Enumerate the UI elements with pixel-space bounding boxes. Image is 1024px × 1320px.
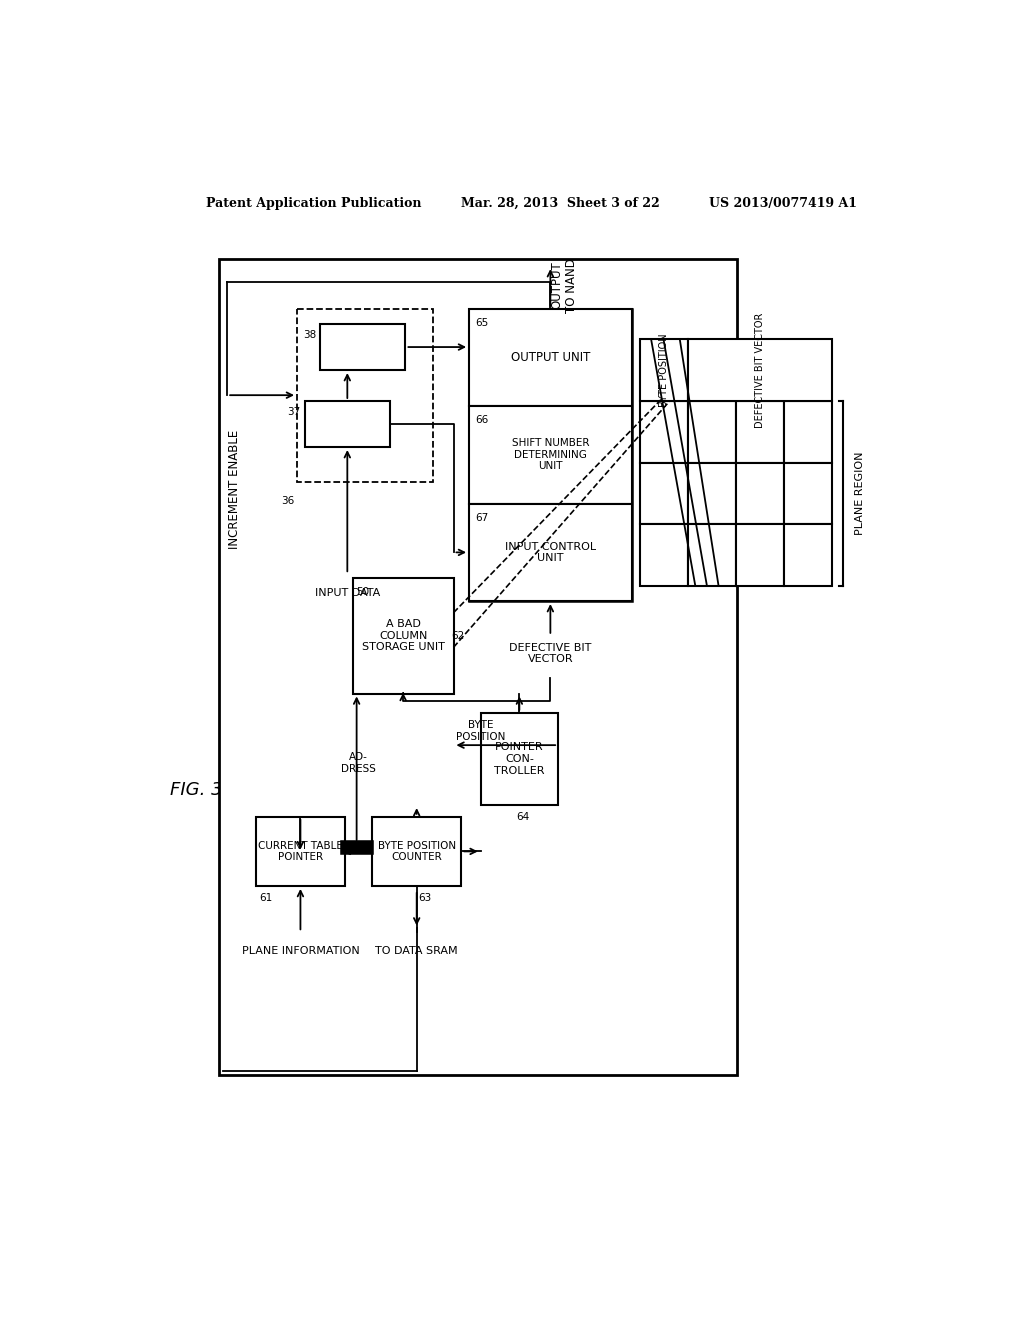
Bar (640, 462, 687, 524)
Bar (640, 339, 687, 401)
Text: INPUT CONTROL
UNIT: INPUT CONTROL UNIT (505, 541, 596, 564)
Text: 36: 36 (281, 496, 294, 506)
Bar (480, 713, 558, 805)
Text: Mar. 28, 2013  Sheet 3 of 22: Mar. 28, 2013 Sheet 3 of 22 (461, 197, 660, 210)
Text: Patent Application Publication: Patent Application Publication (206, 197, 421, 210)
Text: CURRENT TABLE
POINTER: CURRENT TABLE POINTER (258, 841, 343, 862)
Bar (343, 843, 371, 853)
Text: SHIFT NUMBER
DETERMINING
UNIT: SHIFT NUMBER DETERMINING UNIT (512, 438, 589, 471)
Bar (256, 817, 345, 886)
Text: FIG. 3: FIG. 3 (170, 781, 222, 799)
Text: 65: 65 (475, 318, 488, 327)
Text: 62: 62 (451, 631, 464, 640)
Bar (783, 462, 831, 524)
Text: PLANE REGION: PLANE REGION (855, 451, 865, 535)
Bar (352, 578, 454, 693)
Bar (687, 462, 735, 524)
Text: TO DATA SRAM: TO DATA SRAM (376, 946, 458, 957)
Text: AD-
DRESS: AD- DRESS (341, 752, 376, 774)
Bar (783, 524, 831, 586)
Bar (735, 401, 783, 462)
Text: POINTER
CON-
TROLLER: POINTER CON- TROLLER (495, 742, 545, 776)
Bar (321, 323, 406, 370)
Text: 50: 50 (356, 587, 370, 597)
Text: 64: 64 (517, 812, 529, 822)
Text: INPUT DATA: INPUT DATA (314, 589, 380, 598)
Text: OUTPUT UNIT: OUTPUT UNIT (511, 351, 590, 364)
Text: PLANE INFORMATION: PLANE INFORMATION (242, 946, 359, 957)
Bar (640, 401, 687, 462)
Text: 67: 67 (475, 513, 488, 523)
Text: DEFECTIVE BIT
VECTOR: DEFECTIVE BIT VECTOR (509, 643, 592, 664)
Text: BYTE POSITION: BYTE POSITION (658, 334, 669, 407)
Bar (640, 524, 687, 586)
Text: 37: 37 (287, 407, 300, 417)
Text: DEFECTIVE BIT VECTOR: DEFECTIVE BIT VECTOR (755, 313, 765, 428)
Bar (783, 401, 831, 462)
Bar (372, 817, 461, 886)
Bar (735, 524, 783, 586)
Bar (469, 309, 632, 407)
Bar (687, 401, 735, 462)
Bar (305, 401, 390, 447)
Text: OUTPUT
TO NAND: OUTPUT TO NAND (550, 257, 579, 313)
Text: BYTE POSITION
COUNTER: BYTE POSITION COUNTER (378, 841, 456, 862)
Bar (687, 339, 831, 401)
Bar (219, 259, 737, 1074)
Text: US 2013/0077419 A1: US 2013/0077419 A1 (710, 197, 857, 210)
Text: A BAD
COLUMN
STORAGE UNIT: A BAD COLUMN STORAGE UNIT (361, 619, 444, 652)
Bar (469, 309, 632, 601)
Text: 38: 38 (303, 330, 316, 341)
Bar (687, 524, 735, 586)
Bar (735, 462, 783, 524)
Bar (297, 309, 432, 482)
Text: BYTE
POSITION: BYTE POSITION (456, 721, 505, 742)
Text: 66: 66 (475, 416, 488, 425)
Text: 61: 61 (260, 892, 273, 903)
Bar (469, 504, 632, 601)
Bar (469, 407, 632, 504)
Text: 63: 63 (418, 892, 431, 903)
Text: INCREMENT ENABLE: INCREMENT ENABLE (227, 430, 241, 549)
